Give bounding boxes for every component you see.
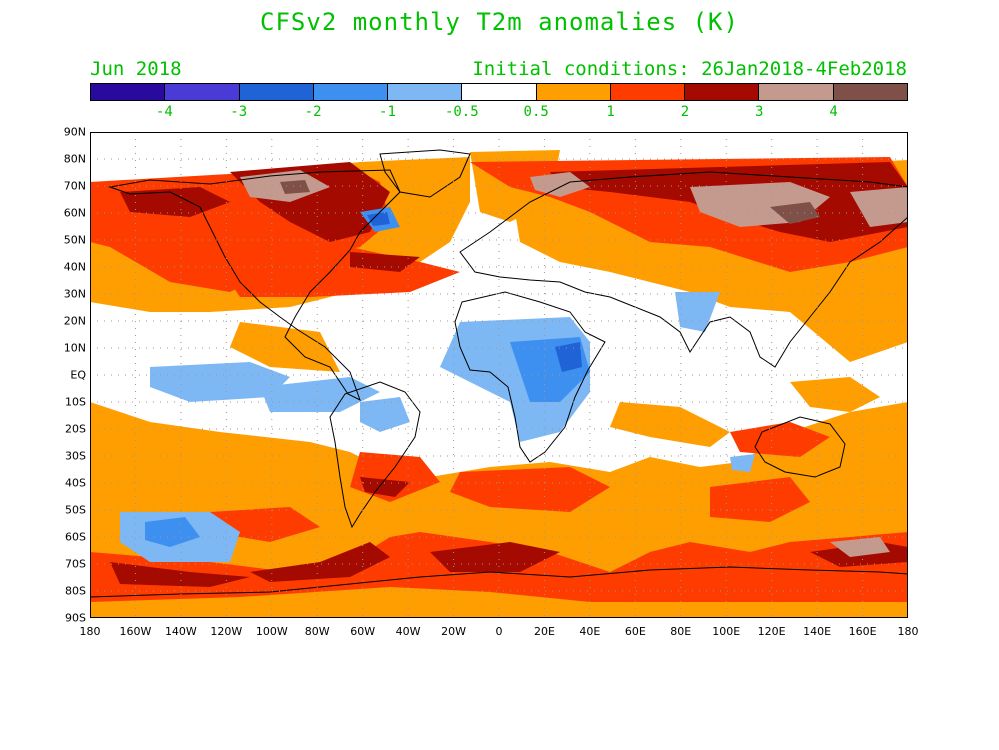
colorbar-box — [462, 84, 537, 100]
colorbar-label: -0.5 — [444, 104, 479, 120]
colorbar-box — [685, 84, 760, 100]
colorbar-box — [536, 84, 611, 100]
longitude-label: 180 — [897, 625, 919, 638]
anomaly-lightblue-regions — [120, 292, 755, 562]
longitude-label: 0 — [495, 625, 503, 638]
colorbar-box — [759, 84, 834, 100]
colorbar-box — [91, 84, 166, 100]
longitude-label: 120W — [210, 625, 243, 638]
longitude-label: 100E — [712, 625, 741, 638]
colorbar-box — [610, 84, 686, 100]
coastlines — [90, 149, 908, 598]
colorbar-label: 0.5 — [523, 104, 549, 120]
map-frame — [90, 132, 908, 618]
longitude-label: 180 — [79, 625, 101, 638]
forecast-month: Jun 2018 — [90, 58, 182, 80]
longitude-label: 120E — [757, 625, 786, 638]
latitude-label: 80N — [63, 152, 86, 166]
colorbar-label: 4 — [829, 104, 838, 120]
latitude-label: 10S — [65, 395, 86, 409]
longitude-label: 40W — [395, 625, 421, 638]
australia-coastline — [754, 416, 846, 478]
colorbar-label: -2 — [304, 104, 322, 120]
latitude-label: 90N — [63, 125, 86, 139]
latitude-label: 50S — [65, 503, 86, 517]
longitude-label: 140W — [164, 625, 197, 638]
latitude-label: 40N — [63, 260, 86, 274]
longitude-label: 60E — [624, 625, 646, 638]
longitude-label: 80E — [670, 625, 692, 638]
africa-coastline — [454, 291, 606, 463]
anomaly-map — [90, 132, 908, 618]
longitude-label: 160E — [848, 625, 877, 638]
latitude-label: 90S — [65, 611, 86, 625]
latitude-label: 60S — [65, 530, 86, 544]
latitude-label: 70N — [63, 179, 86, 193]
latitude-label: 10N — [63, 341, 86, 355]
longitude-label: 100W — [255, 625, 288, 638]
longitude-label: 80W — [304, 625, 330, 638]
north-america-coastline — [108, 169, 401, 402]
longitude-label: 20W — [441, 625, 466, 638]
anomaly-brown-regions — [280, 180, 820, 224]
map-title: CFSv2 monthly T2m anomalies (K) — [260, 8, 739, 36]
colorbar-label: 2 — [680, 104, 690, 120]
latitude-label: 20N — [63, 314, 86, 328]
longitude-label: 140E — [803, 625, 832, 638]
longitude-label: 60W — [350, 625, 376, 638]
colorbar-label: -1 — [379, 104, 396, 120]
colorbar-box — [165, 84, 240, 100]
initial-conditions: Initial conditions: 26Jan2018-4Feb2018 — [472, 58, 907, 80]
latitude-label: 20S — [65, 422, 86, 436]
colorbar — [90, 83, 908, 101]
longitude-label: 160W — [119, 625, 152, 638]
latitude-label: 50N — [63, 233, 86, 247]
colorbar-label: 3 — [755, 104, 764, 120]
south-america-coastline — [329, 381, 421, 529]
latitude-label: 70S — [65, 557, 86, 571]
latitude-label: EQ — [70, 368, 86, 382]
greenland-coastline — [379, 149, 471, 198]
latitude-label: 80S — [65, 584, 86, 598]
anomaly-medblue-regions — [367, 212, 582, 372]
antarctica-coastline — [90, 566, 908, 598]
colorbar-label: -3 — [230, 104, 248, 120]
colorbar-box — [833, 84, 907, 100]
latitude-label: 60N — [63, 206, 86, 220]
latitude-label: 30N — [63, 287, 86, 301]
longitude-label: 40E — [579, 625, 601, 638]
colorbar-label: -4 — [155, 104, 173, 120]
latitude-label: 30S — [65, 449, 86, 463]
latitude-label: 40S — [65, 476, 86, 490]
colorbar-box — [388, 84, 463, 100]
colorbar-label: 1 — [606, 104, 615, 120]
longitude-label: 20E — [533, 625, 555, 638]
colorbar-box — [239, 84, 314, 100]
colorbar-box — [313, 84, 389, 100]
eurasia-coastline — [459, 171, 908, 368]
